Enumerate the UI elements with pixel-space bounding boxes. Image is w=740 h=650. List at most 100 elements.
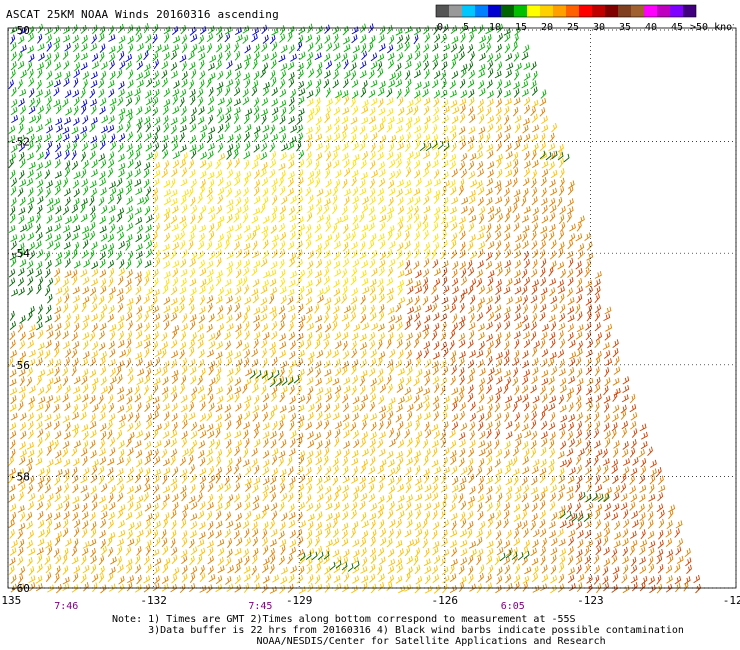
wind-barb	[262, 422, 270, 431]
wind-barb	[425, 304, 433, 313]
wind-barb	[422, 296, 429, 306]
wind-barb	[415, 509, 421, 520]
wind-barb	[350, 70, 357, 81]
wind-barb	[469, 439, 476, 449]
wind-barb	[505, 53, 513, 62]
wind-barb	[161, 77, 168, 88]
wind-barb	[344, 248, 350, 259]
wind-barb	[63, 177, 68, 188]
wind-barb	[73, 376, 81, 385]
wind-barb	[10, 240, 17, 250]
wind-barb	[458, 332, 466, 342]
wind-barb	[458, 185, 464, 196]
wind-barb	[127, 131, 133, 141]
wind-barb	[486, 33, 492, 44]
wind-barb	[81, 249, 89, 259]
wind-barb	[487, 90, 494, 99]
wind-barb	[108, 25, 114, 36]
wind-barb	[640, 431, 648, 440]
wind-barb	[289, 438, 296, 448]
wind-barb	[387, 509, 394, 520]
wind-barb	[179, 240, 186, 250]
wind-barb	[539, 500, 546, 510]
wind-barb	[494, 70, 502, 79]
wind-barb	[332, 457, 339, 468]
wind-barb	[72, 340, 80, 350]
wind-barb	[387, 230, 393, 241]
wind-barb	[10, 42, 17, 52]
wind-barb	[134, 473, 141, 484]
legend-swatch	[436, 5, 449, 17]
wind-barb	[145, 449, 153, 459]
wind-barb	[289, 214, 297, 223]
wind-barb	[576, 582, 583, 592]
wind-barb	[342, 36, 350, 45]
wind-barb	[603, 521, 610, 531]
wind-barb	[380, 537, 387, 546]
wind-barb	[566, 212, 572, 223]
wind-barb	[334, 232, 340, 243]
wind-barb	[477, 493, 485, 503]
wind-barb	[99, 106, 106, 115]
wind-barb	[110, 330, 116, 341]
wind-barb	[449, 160, 456, 170]
wind-barb	[108, 34, 116, 42]
wind-barb	[351, 365, 357, 375]
wind-barb	[153, 456, 161, 465]
wind-barb	[315, 86, 321, 97]
wind-barb	[296, 115, 303, 126]
wind-barb	[82, 340, 89, 350]
wind-barb	[342, 502, 349, 512]
wind-barb	[478, 241, 486, 250]
wind-barb	[323, 412, 331, 421]
wind-barb	[361, 431, 368, 440]
wind-barb	[296, 41, 303, 52]
wind-barb	[460, 168, 467, 179]
wind-barb	[127, 213, 134, 223]
wind-barb	[181, 43, 188, 53]
wind-barb	[423, 168, 430, 178]
wind-barb	[226, 350, 233, 359]
wind-barb	[90, 555, 97, 565]
wind-barb	[163, 222, 171, 231]
wind-barb	[234, 482, 240, 493]
wind-barb	[279, 231, 287, 241]
wind-barb	[28, 77, 34, 87]
wind-barb	[18, 207, 26, 215]
wind-barb	[432, 259, 439, 269]
wind-barb	[126, 330, 133, 341]
wind-barb	[19, 44, 27, 53]
wind-barb	[278, 176, 284, 187]
wind-barb	[270, 404, 278, 413]
wind-barb	[566, 502, 572, 513]
wind-barb	[586, 304, 593, 314]
wind-barb	[260, 304, 268, 314]
wind-barb	[215, 295, 223, 304]
wind-barb	[188, 454, 194, 465]
wind-barb	[190, 287, 197, 296]
wind-barb	[612, 339, 619, 348]
wind-barb	[181, 221, 187, 232]
wind-barb	[559, 520, 567, 529]
wind-barb	[278, 530, 285, 540]
wind-barb	[512, 456, 518, 467]
wind-barb	[541, 124, 549, 133]
wind-barb	[504, 306, 511, 315]
wind-barb	[387, 459, 395, 468]
wind-barb	[479, 367, 486, 377]
wind-barb	[478, 448, 486, 457]
wind-barb	[351, 509, 357, 520]
wind-barb	[80, 269, 88, 278]
wind-barb	[179, 159, 186, 169]
wind-barb	[548, 376, 555, 385]
wind-barb	[73, 322, 80, 333]
wind-barb	[486, 421, 493, 431]
wind-barb	[100, 187, 107, 196]
wind-barb	[512, 42, 518, 52]
wind-barb	[424, 249, 431, 259]
wind-barb	[197, 423, 205, 432]
wind-barb	[603, 464, 609, 475]
wind-barb	[197, 213, 203, 224]
wind-barb	[469, 294, 476, 305]
wind-barb	[108, 413, 116, 422]
